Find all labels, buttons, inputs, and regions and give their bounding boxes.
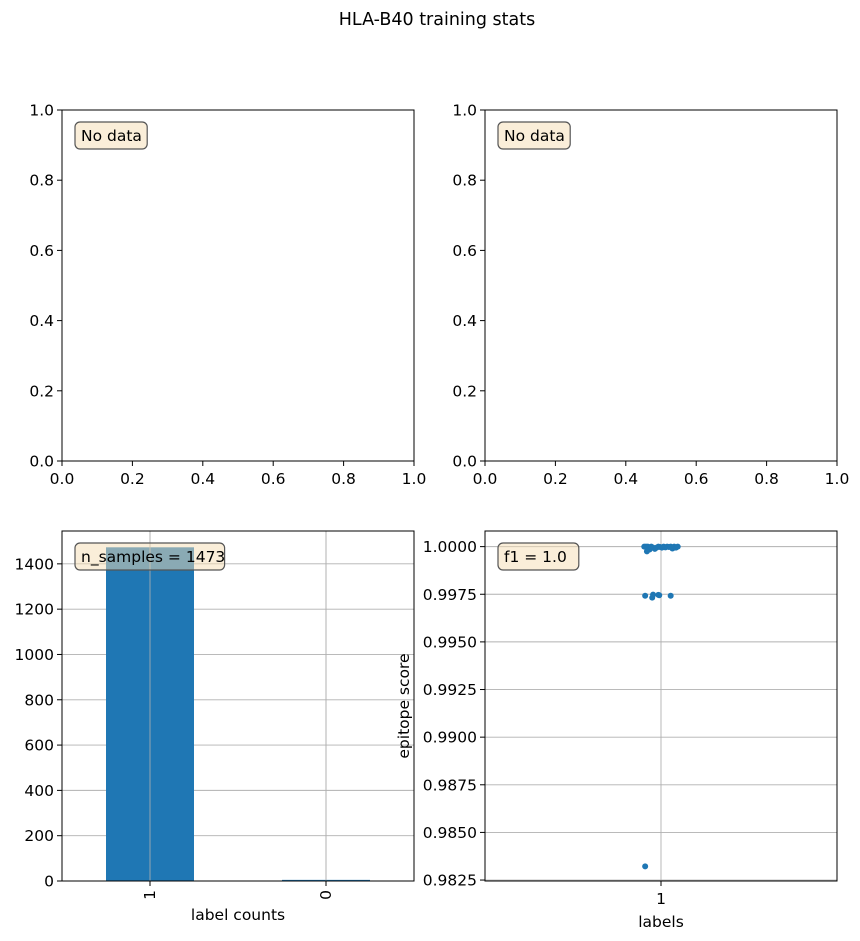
tick-label-x: 0 xyxy=(317,890,335,900)
tick-label-y: 1200 xyxy=(15,601,54,619)
tick-label-y: 1.0 xyxy=(452,102,477,120)
annotation-box xyxy=(74,542,226,571)
tick-label-y: 0.0 xyxy=(29,453,54,471)
tick-label-y: 600 xyxy=(24,737,54,755)
tick-label-y: 800 xyxy=(24,691,54,709)
axes-frame xyxy=(484,109,838,462)
empty-panel-top-left: 0.0 0.2 0.4 0.6 0.8 1.0 0.0 0.2 0.4 0.6 0.8 1.0 No d… xyxy=(29,102,426,489)
tick-label-y: 0.6 xyxy=(452,242,477,260)
annotation-text: n_samples = 1473 xyxy=(81,548,225,567)
annotation-text: No data xyxy=(81,127,142,145)
tick-label-x: 1 xyxy=(141,890,159,900)
tick-label-y: 0.0 xyxy=(452,453,477,471)
data-point xyxy=(642,863,649,870)
tick-label-y: 0.9925 xyxy=(423,681,477,699)
tick-label-x: 0.2 xyxy=(543,470,568,488)
tick-label-y: 0.9950 xyxy=(423,633,477,651)
axes-frame xyxy=(61,530,415,882)
tick-label-y: 1.0 xyxy=(29,102,54,120)
tick-label-y: 1400 xyxy=(15,555,54,573)
tick-label-y: 0.4 xyxy=(452,312,477,330)
tick-label-x: 1.0 xyxy=(825,470,850,488)
label-counts-bar-chart: 0 200 400 600 800 1000 1200 1400 1 0 label counts n… xyxy=(15,530,415,924)
figure-title: HLA-B40 training stats xyxy=(339,10,535,30)
tick-label-y: 0.9825 xyxy=(423,872,477,890)
tick-label-y: 0.4 xyxy=(29,312,54,330)
axes-frame xyxy=(61,109,415,462)
tick-label-y: 0.9900 xyxy=(423,729,477,747)
x-axis-label: label counts xyxy=(191,906,285,924)
epitope-score-strip-plot: 0.9825 0.9850 0.9875 0.9900 0.9925 0.9950 0.99… xyxy=(395,530,838,931)
tick-label-y: 0.8 xyxy=(29,172,54,190)
tick-label-y: 0.2 xyxy=(452,382,477,400)
tick-label-y: 400 xyxy=(24,782,54,800)
tick-label-x: 0.6 xyxy=(684,470,709,488)
annotation-box xyxy=(497,121,571,150)
data-point xyxy=(667,592,674,599)
tick-label-y: 1.0000 xyxy=(423,538,477,556)
tick-label-x: 0.4 xyxy=(613,470,638,488)
tick-label-y: 0.8 xyxy=(452,172,477,190)
annotation-box xyxy=(497,542,580,571)
tick-label-y: 0.9875 xyxy=(423,776,477,794)
tick-label-x: 1.0 xyxy=(402,470,427,488)
empty-panel-top-right: 0.0 0.2 0.4 0.6 0.8 1.0 0.0 0.2 0.4 0.6 0.8 1.0 No d… xyxy=(452,102,849,489)
tick-label-x: 0.8 xyxy=(331,470,356,488)
tick-label-x: 0.6 xyxy=(261,470,286,488)
data-point xyxy=(642,592,649,599)
tick-label-y: 0.9850 xyxy=(423,824,477,842)
data-point xyxy=(656,592,663,599)
tick-label-x: 0.2 xyxy=(120,470,145,488)
data-point xyxy=(649,594,656,601)
data-point xyxy=(674,543,681,550)
tick-label-y: 0 xyxy=(44,873,54,891)
tick-label-y: 0.2 xyxy=(29,382,54,400)
tick-label-x: 0.0 xyxy=(473,470,498,488)
tick-label-y: 1000 xyxy=(15,646,54,664)
annotation-text: f1 = 1.0 xyxy=(504,548,567,566)
data-point xyxy=(643,548,650,555)
tick-label-x: 1 xyxy=(656,890,666,908)
tick-label-x: 0.4 xyxy=(190,470,215,488)
annotation-box xyxy=(74,121,148,150)
annotation-text: No data xyxy=(504,127,565,145)
tick-label-x: 0.8 xyxy=(754,470,779,488)
y-axis-label: epitope score xyxy=(395,653,413,758)
x-axis-label: labels xyxy=(638,913,684,931)
tick-label-x: 0.0 xyxy=(50,470,75,488)
axes-frame xyxy=(484,530,838,882)
tick-label-y: 200 xyxy=(24,827,54,845)
tick-label-y: 0.6 xyxy=(29,242,54,260)
tick-label-y: 0.9975 xyxy=(423,586,477,604)
